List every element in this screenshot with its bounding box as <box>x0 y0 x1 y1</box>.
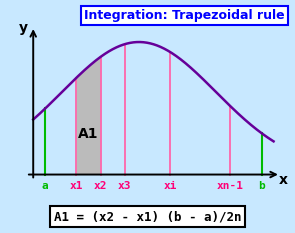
Text: A1 = (x2 - x1) (b - a)/2n: A1 = (x2 - x1) (b - a)/2n <box>54 210 241 223</box>
Text: a: a <box>42 181 49 191</box>
Text: x1: x1 <box>70 181 83 191</box>
Text: x3: x3 <box>118 181 131 191</box>
Text: x: x <box>279 173 288 187</box>
Text: A1: A1 <box>78 127 99 141</box>
Text: Integration: Trapezoidal rule: Integration: Trapezoidal rule <box>84 9 285 22</box>
Text: y: y <box>19 21 28 35</box>
Text: b: b <box>258 181 265 191</box>
Text: xn-1: xn-1 <box>217 181 244 191</box>
Polygon shape <box>76 57 101 175</box>
Text: x2: x2 <box>94 181 107 191</box>
Text: xi: xi <box>163 181 177 191</box>
